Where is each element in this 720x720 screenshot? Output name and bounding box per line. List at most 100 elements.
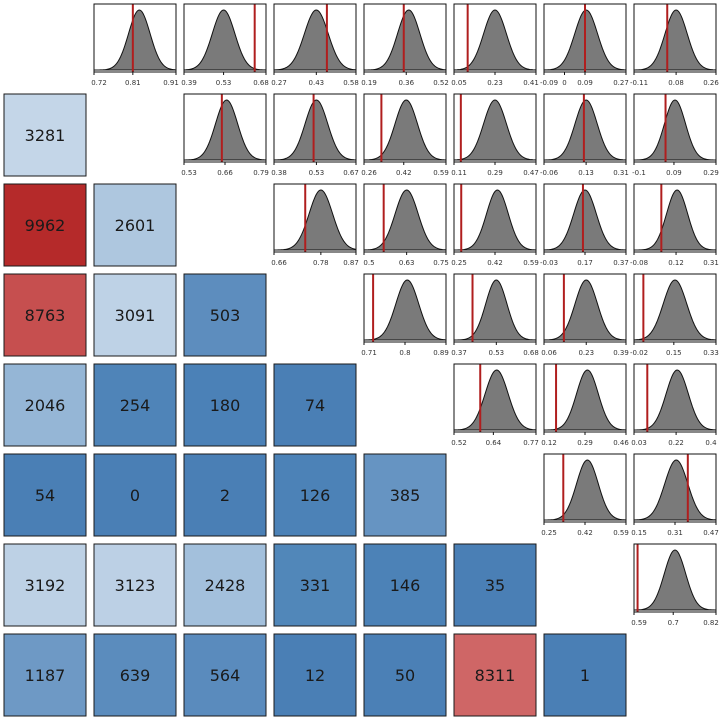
panel-frame	[633, 273, 717, 343]
tick-label: 0.77	[523, 439, 539, 447]
density-panels: 0.72 0.81 0.91 0.39 0.53 0.68 0.27 0.43 0.58 0.19…	[91, 3, 719, 627]
density-panel: 0.71 0.8 0.89	[361, 273, 449, 357]
count-label: 8311	[475, 666, 516, 685]
density-curve	[93, 9, 177, 71]
density-curve	[633, 9, 717, 71]
tick-label: 0.25	[541, 529, 557, 537]
tick-label: 0.68	[253, 79, 269, 87]
density-panel: -0.02 0.15 0.33	[630, 273, 719, 357]
density-panel: -0.11 0.08 0.26	[630, 3, 719, 87]
count-label: 50	[395, 666, 415, 685]
density-panel: -0.03 0.17 0.37	[540, 183, 629, 267]
count-label: 126	[300, 486, 331, 505]
count-label: 3281	[25, 126, 66, 145]
panel-frame	[543, 93, 627, 163]
density-curve	[633, 549, 717, 611]
panel-frame	[633, 543, 717, 613]
tick-label: -0.06	[540, 169, 559, 177]
panel-frame	[453, 273, 537, 343]
density-curve	[633, 279, 717, 341]
count-tile	[93, 363, 177, 447]
density-panel: 0.26 0.42 0.59	[361, 93, 449, 177]
count-tile	[93, 633, 177, 717]
density-curve	[273, 189, 357, 251]
count-tile	[363, 633, 447, 717]
tick-label: 0.59	[613, 529, 629, 537]
panel-frame	[633, 93, 717, 163]
tick-label: 0.59	[433, 169, 449, 177]
count-tiles: 3281 9962 2601 8763 3091 503 2046 254 180 74 54 0 2 1…	[3, 93, 627, 717]
tick-label: 0.68	[523, 349, 539, 357]
count-label: 1	[580, 666, 590, 685]
tick-label: 0.31	[703, 259, 719, 267]
count-tile	[183, 453, 267, 537]
count-label: 2	[220, 486, 230, 505]
tick-label: -0.03	[540, 259, 558, 267]
count-tile	[273, 543, 357, 627]
density-panel: 0.12 0.29 0.46	[541, 363, 629, 447]
density-panel: -0.09 0 0.09 0.27	[540, 3, 629, 87]
tick-label: 0.87	[343, 259, 359, 267]
density-panel: 0.52 0.64 0.77	[451, 363, 539, 447]
count-label: 54	[35, 486, 55, 505]
density-curve	[273, 9, 357, 71]
count-label: 3123	[115, 576, 156, 595]
count-tile	[93, 453, 177, 537]
tick-label: 0.67	[343, 169, 359, 177]
panel-frame	[633, 363, 717, 433]
density-curve	[543, 99, 627, 161]
panel-frame	[183, 3, 267, 73]
tick-label: 0.7	[668, 619, 679, 627]
count-tile	[363, 543, 447, 627]
count-label: 146	[390, 576, 421, 595]
density-panel: 0.39 0.53 0.68	[181, 3, 269, 87]
tick-label: 0.47	[703, 529, 719, 537]
count-label: 503	[210, 306, 241, 325]
tick-label: 0.58	[343, 79, 359, 87]
tick-label: -0.1	[632, 169, 646, 177]
tick-label: 0.53	[181, 169, 197, 177]
density-panel: 0.05 0.23 0.41	[451, 3, 539, 87]
panel-frame	[93, 3, 177, 73]
tick-label: 0.78	[313, 259, 329, 267]
count-label: 254	[120, 396, 151, 415]
tick-label: 0.59	[523, 259, 539, 267]
count-tile	[183, 363, 267, 447]
density-panel: 0.72 0.81 0.91	[91, 3, 179, 87]
tick-label: 0.81	[125, 79, 141, 87]
density-panel: 0.11 0.29 0.47	[451, 93, 539, 177]
count-tile	[543, 633, 627, 717]
panel-frame	[633, 3, 717, 73]
tick-label: 0.82	[703, 619, 719, 627]
count-tile	[273, 453, 357, 537]
density-curve	[273, 99, 357, 161]
density-panel: 0.25 0.42 0.59	[541, 453, 629, 537]
count-tile	[273, 633, 357, 717]
count-label: 180	[210, 396, 241, 415]
count-label: 639	[120, 666, 151, 685]
density-panel: 0.03 0.22 0.4	[631, 363, 717, 447]
count-label: 0	[130, 486, 140, 505]
tick-label: 0.27	[613, 79, 629, 87]
tick-label: 0.64	[486, 439, 502, 447]
density-curve	[453, 369, 537, 431]
tick-label: 0.25	[451, 259, 467, 267]
count-label: 2601	[115, 216, 156, 235]
tick-label: 0.37	[451, 349, 467, 357]
density-curve	[453, 9, 537, 71]
tick-label: 0.37	[613, 259, 629, 267]
tick-label: 0.31	[667, 529, 683, 537]
count-label: 2046	[25, 396, 66, 415]
tick-label: 0.38	[271, 169, 287, 177]
tick-label: 0.17	[577, 259, 593, 267]
count-tile	[3, 453, 87, 537]
density-curve	[543, 279, 627, 341]
density-curve	[633, 459, 717, 521]
tick-label: 0.22	[668, 439, 684, 447]
count-tile	[3, 273, 87, 357]
count-tile	[3, 93, 87, 177]
density-panel: 0.5 0.63 0.75	[363, 183, 449, 267]
count-tile	[363, 453, 447, 537]
density-curve	[363, 9, 447, 71]
count-label: 8763	[25, 306, 66, 325]
